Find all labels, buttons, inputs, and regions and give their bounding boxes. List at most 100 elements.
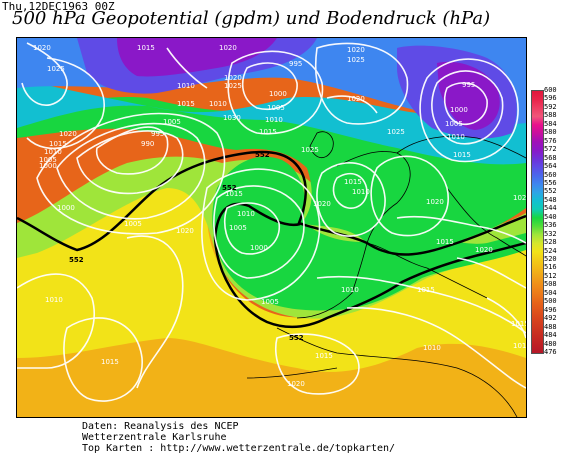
map-canvas: 1020 1015 10209951020102510251010102010251… xyxy=(17,38,526,417)
scale-tick-label: 492 xyxy=(544,314,557,323)
scale-tick-label: 540 xyxy=(544,212,557,221)
scale-tick-label: 508 xyxy=(544,280,557,289)
isobar-label: 1015 xyxy=(436,238,454,246)
isobars xyxy=(17,42,526,402)
scale-tick-label: 524 xyxy=(544,246,557,255)
isobar-label: 1010 xyxy=(265,116,283,124)
geopotential-label: 552 xyxy=(289,334,304,342)
isobar-label: 1005 xyxy=(39,156,57,164)
isobar-label: 1020 xyxy=(33,44,51,52)
band-cyan xyxy=(17,78,526,165)
scale-tick-label: 576 xyxy=(544,136,557,145)
isobar-label: 995 xyxy=(151,130,164,138)
isobar-label: 1015 xyxy=(315,352,333,360)
geopotential-label: 552 xyxy=(222,184,237,192)
isobar-label: 1015 xyxy=(417,286,435,294)
isobar-label: 1010 xyxy=(44,148,62,156)
isobar-label: 1025 xyxy=(347,56,365,64)
isobar-label: 1015 xyxy=(511,320,526,328)
isobar-label: 1020 xyxy=(347,46,365,54)
isobar-label: 1010 xyxy=(513,342,526,350)
isobar-labels: 1020 1015 10209951020102510251010102010251… xyxy=(33,44,526,388)
isobar-label: 1010 xyxy=(177,82,195,90)
date-label: Thu,12DEC1963 00Z xyxy=(2,0,115,13)
scale-tick-label: 536 xyxy=(544,221,557,230)
isobar-label: 1010 xyxy=(209,100,227,108)
footer-url[interactable]: Top Karten : http://www.wetterzentrale.d… xyxy=(82,443,396,454)
geopotential-552-line xyxy=(17,150,526,329)
scale-tick-label: 544 xyxy=(544,204,557,213)
band-yellow xyxy=(17,168,526,372)
scale-tick-label: 556 xyxy=(544,178,557,187)
scale-tick-label: 484 xyxy=(544,331,557,340)
map-title: 500 hPa Geopotential (gpdm) und Bodendru… xyxy=(12,8,491,29)
isobar-label: 1030 xyxy=(223,114,241,122)
isobar-label: 1005 xyxy=(124,220,142,228)
isobar-label: 1015 xyxy=(225,190,243,198)
band-green xyxy=(17,97,526,255)
isobar-label: 1010 xyxy=(237,210,255,218)
scale-tick-label: 496 xyxy=(544,305,557,314)
scale-tick-label: 592 xyxy=(544,102,557,111)
scale-tick-label: 588 xyxy=(544,111,557,120)
isobar-label: 1010 xyxy=(341,286,359,294)
scale-tick-label: 584 xyxy=(544,119,557,128)
scale-tick-label: 480 xyxy=(544,339,557,348)
isobar-label: 1020 xyxy=(219,44,237,52)
scale-tick-label: 596 xyxy=(544,94,557,103)
scale-tick-label: 552 xyxy=(544,187,557,196)
geopotential-label: 552 xyxy=(69,256,84,264)
geopotential-labels: 552 552 552 552 xyxy=(69,151,304,342)
color-scale: 600 596 592 588 584 580 576 572 568 564 560 556 552 5… xyxy=(531,86,569,360)
isobar-label: 1015 xyxy=(49,140,67,148)
isobar-label: 1010 xyxy=(352,188,370,196)
scale-tick-label: 532 xyxy=(544,229,557,238)
isobar-label: 1020 xyxy=(224,74,242,82)
isobar-label: 1000 xyxy=(450,106,468,114)
isobar-label: 1005 xyxy=(261,298,279,306)
scale-tick-label: 572 xyxy=(544,145,557,154)
isobar-label: 1020 xyxy=(176,227,194,235)
isobar-label: 1020 xyxy=(313,200,331,208)
scale-tick-label: 528 xyxy=(544,238,557,247)
isobar-label: 1005 xyxy=(163,118,181,126)
isobar-label: 1025 xyxy=(513,194,526,202)
scale-tick-label: 476 xyxy=(544,348,557,356)
isobar-label: 1010 xyxy=(423,344,441,352)
scale-tick-label: 516 xyxy=(544,263,557,272)
scale-tick-label: 600 xyxy=(544,86,557,94)
isobar-label: 1010 xyxy=(447,133,465,141)
isobar-label: 1025 xyxy=(387,128,405,136)
isobar-label: 1015 xyxy=(101,358,119,366)
footer-organization: Wetterzentrale Karlsruhe xyxy=(82,432,227,443)
isobar-label: 1020 xyxy=(475,246,493,254)
isobar-label: 1025 xyxy=(301,146,319,154)
isobar-label: 1005 xyxy=(445,120,463,128)
scale-tick-label: 520 xyxy=(544,255,557,264)
isobar-label: 1005 xyxy=(267,104,285,112)
isobar-label: 995 xyxy=(462,81,475,89)
isobar-label: 995 xyxy=(289,60,302,68)
scale-tick-label: 564 xyxy=(544,162,557,171)
scale-tick-label: 512 xyxy=(544,271,557,280)
footer: Daten: Reanalysis des NCEP Wetterzentral… xyxy=(82,421,395,454)
isobar-label: 1025 xyxy=(224,82,242,90)
isobar-label: 990 xyxy=(141,140,154,148)
color-scale-bar xyxy=(531,90,544,354)
isobar-label: 1020 xyxy=(426,198,444,206)
isobar-label: 1015 xyxy=(344,178,362,186)
isobar-label: 1020 xyxy=(347,95,365,103)
isobar-label: 1025 xyxy=(47,65,65,73)
isobar-label: 1015 xyxy=(177,100,195,108)
footer-data-source: Daten: Reanalysis des NCEP xyxy=(82,421,239,432)
isobar-label: 1015 xyxy=(453,151,471,159)
isobar-label: 1000 xyxy=(250,244,268,252)
scale-tick-label: 504 xyxy=(544,288,557,297)
scale-tick-label: 580 xyxy=(544,128,557,137)
scale-tick-label: 560 xyxy=(544,170,557,179)
isobar-label: 1000 xyxy=(57,204,75,212)
isobar-label: 1005 xyxy=(229,224,247,232)
scale-tick-label: 548 xyxy=(544,195,557,204)
isobar-label: 1015 xyxy=(137,44,155,52)
weather-map: 1020 1015 1020 995 1020 1025 1025 1010 1020 1025 1… xyxy=(16,37,527,418)
